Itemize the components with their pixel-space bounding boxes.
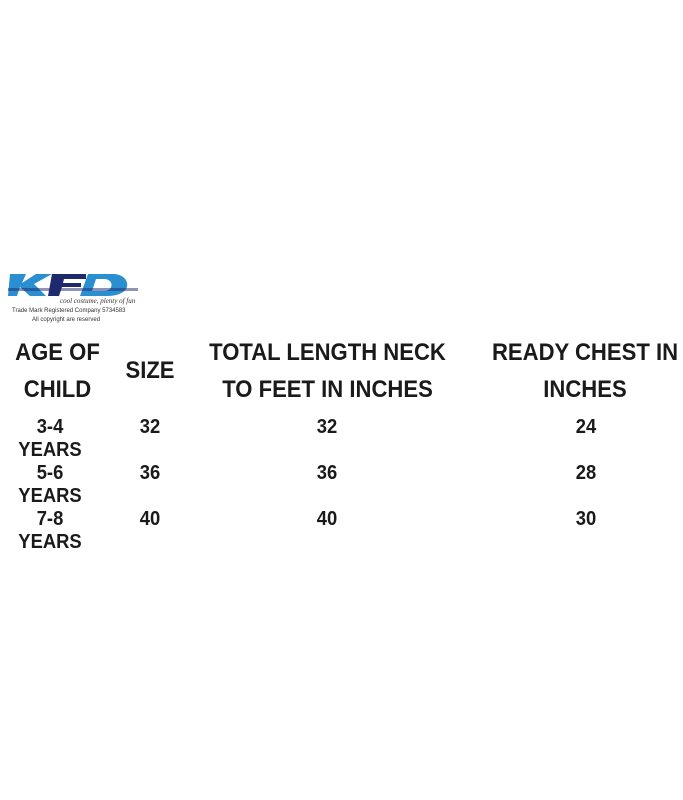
logo-tagline: cool costume, plenty of fun [60, 297, 136, 305]
kfd-logo [8, 274, 138, 296]
copyright-text: All copyright are reserved [32, 317, 101, 323]
header-age: AGE OF CHILD [15, 339, 100, 403]
cell-chest: 28 [575, 462, 597, 484]
cell-size: 40 [139, 508, 161, 530]
cell-length: 32 [316, 416, 338, 438]
cell-age: 5-6 YEARS [18, 462, 82, 507]
cell-age: 3-4 YEARS [18, 416, 82, 461]
trademark-text: Trade Mark Registered Company 5734583 [12, 308, 126, 314]
cell-size: 32 [139, 416, 161, 438]
cell-chest: 24 [575, 416, 597, 438]
cell-chest: 30 [575, 508, 597, 530]
cell-length: 36 [316, 462, 338, 484]
cell-size: 36 [139, 462, 161, 484]
header-length: TOTAL LENGTH NECK TO FEET IN INCHES [209, 339, 446, 403]
header-size: SIZE [125, 357, 175, 384]
cell-length: 40 [316, 508, 338, 530]
header-chest: READY CHEST IN INCHES [491, 339, 679, 403]
cell-age: 7-8 YEARS [18, 508, 82, 553]
